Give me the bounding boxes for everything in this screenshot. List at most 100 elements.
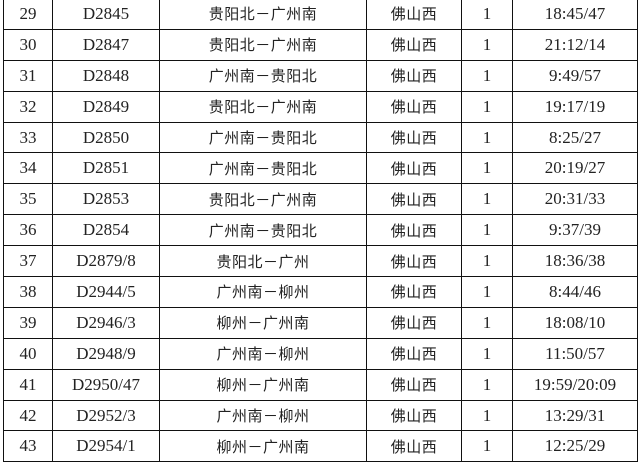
train-number-cell: D2853 [52,183,160,216]
station-cell: 佛山西 [366,306,462,339]
time-cell: 21:12/14 [512,28,638,61]
table-row: 31 D2848 广州南－贵阳北 佛山西 1 9:49/57 [3,59,638,92]
table-row: 36 D2854 广州南－贵阳北 佛山西 1 9:37/39 [3,214,638,247]
route-cell: 贵阳北－广州南 [159,183,367,216]
count-cell: 1 [461,430,513,463]
station-cell: 佛山西 [366,214,462,247]
station-cell: 佛山西 [366,337,462,370]
count-cell: 1 [461,0,513,30]
train-number-cell: D2879/8 [52,245,160,278]
route-cell: 广州南－柳州 [159,276,367,308]
count-cell: 1 [461,152,513,185]
time-cell: 18:45/47 [512,0,638,30]
station-cell: 佛山西 [366,183,462,216]
train-number-cell: D2848 [52,59,160,92]
station-cell: 佛山西 [366,152,462,185]
table-row: 34 D2851 广州南－贵阳北 佛山西 1 20:19/27 [3,152,638,185]
table-row: 38 D2944/5 广州南－柳州 佛山西 1 8:44/46 [3,276,638,308]
station-cell: 佛山西 [366,245,462,278]
station-cell: 佛山西 [366,276,462,308]
row-number-cell: 41 [3,368,53,401]
station-cell: 佛山西 [366,399,462,432]
row-number-cell: 31 [3,59,53,92]
train-number-cell: D2849 [52,90,160,123]
count-cell: 1 [461,59,513,92]
count-cell: 1 [461,368,513,401]
row-number-cell: 39 [3,306,53,339]
time-cell: 19:59/20:09 [512,368,638,401]
train-schedule-table: 29 D2845 贵阳北－广州南 佛山西 1 18:45/47 30 D2847 贵阳北－广州南… [3,0,638,463]
route-cell: 广州南－贵阳北 [159,152,367,185]
count-cell: 1 [461,399,513,432]
route-cell: 广州南－贵阳北 [159,214,367,247]
table-row: 32 D2849 贵阳北－广州南 佛山西 1 19:17/19 [3,90,638,123]
route-cell: 贵阳北－广州南 [159,28,367,61]
row-number-cell: 32 [3,90,53,123]
time-cell: 13:29/31 [512,399,638,432]
table-row: 33 D2850 广州南－贵阳北 佛山西 1 8:25/27 [3,121,638,154]
train-number-cell: D2952/3 [52,399,160,432]
route-cell: 贵阳北－广州南 [159,0,367,30]
time-cell: 11:50/57 [512,337,638,370]
table-row: 40 D2948/9 广州南－柳州 佛山西 1 11:50/57 [3,337,638,370]
station-cell: 佛山西 [366,28,462,61]
train-number-cell: D2948/9 [52,337,160,370]
table-row: 37 D2879/8 贵阳北－广州 佛山西 1 18:36/38 [3,245,638,278]
row-number-cell: 43 [3,430,53,463]
count-cell: 1 [461,306,513,339]
route-cell: 广州南－柳州 [159,399,367,432]
row-number-cell: 33 [3,121,53,154]
count-cell: 1 [461,214,513,247]
row-number-cell: 29 [3,0,53,30]
route-cell: 柳州－广州南 [159,368,367,401]
row-number-cell: 34 [3,152,53,185]
time-cell: 12:25/29 [512,430,638,463]
train-number-cell: D2854 [52,214,160,247]
table-row: 29 D2845 贵阳北－广州南 佛山西 1 18:45/47 [3,0,638,30]
count-cell: 1 [461,183,513,216]
train-number-cell: D2944/5 [52,276,160,308]
table-row: 43 D2954/1 柳州－广州南 佛山西 1 12:25/29 [3,430,638,463]
row-number-cell: 30 [3,28,53,61]
time-cell: 9:49/57 [512,59,638,92]
station-cell: 佛山西 [366,368,462,401]
route-cell: 贵阳北－广州南 [159,90,367,123]
row-number-cell: 38 [3,276,53,308]
row-number-cell: 35 [3,183,53,216]
row-number-cell: 37 [3,245,53,278]
train-number-cell: D2946/3 [52,306,160,339]
train-number-cell: D2845 [52,0,160,30]
route-cell: 柳州－广州南 [159,430,367,463]
route-cell: 贵阳北－广州 [159,245,367,278]
station-cell: 佛山西 [366,121,462,154]
train-number-cell: D2954/1 [52,430,160,463]
row-number-cell: 40 [3,337,53,370]
route-cell: 广州南－贵阳北 [159,59,367,92]
train-number-cell: D2847 [52,28,160,61]
row-number-cell: 42 [3,399,53,432]
count-cell: 1 [461,28,513,61]
time-cell: 19:17/19 [512,90,638,123]
table-row: 42 D2952/3 广州南－柳州 佛山西 1 13:29/31 [3,399,638,432]
table-row: 35 D2853 贵阳北－广州南 佛山西 1 20:31/33 [3,183,638,216]
count-cell: 1 [461,90,513,123]
time-cell: 9:37/39 [512,214,638,247]
station-cell: 佛山西 [366,430,462,463]
time-cell: 18:08/10 [512,306,638,339]
table-row: 39 D2946/3 柳州－广州南 佛山西 1 18:08/10 [3,306,638,339]
time-cell: 8:25/27 [512,121,638,154]
count-cell: 1 [461,276,513,308]
station-cell: 佛山西 [366,59,462,92]
route-cell: 柳州－广州南 [159,306,367,339]
table-row: 41 D2950/47 柳州－广州南 佛山西 1 19:59/20:09 [3,368,638,401]
train-number-cell: D2850 [52,121,160,154]
row-number-cell: 36 [3,214,53,247]
table-row: 30 D2847 贵阳北－广州南 佛山西 1 21:12/14 [3,28,638,61]
time-cell: 18:36/38 [512,245,638,278]
count-cell: 1 [461,337,513,370]
time-cell: 20:19/27 [512,152,638,185]
train-number-cell: D2851 [52,152,160,185]
route-cell: 广州南－柳州 [159,337,367,370]
train-number-cell: D2950/47 [52,368,160,401]
station-cell: 佛山西 [366,90,462,123]
